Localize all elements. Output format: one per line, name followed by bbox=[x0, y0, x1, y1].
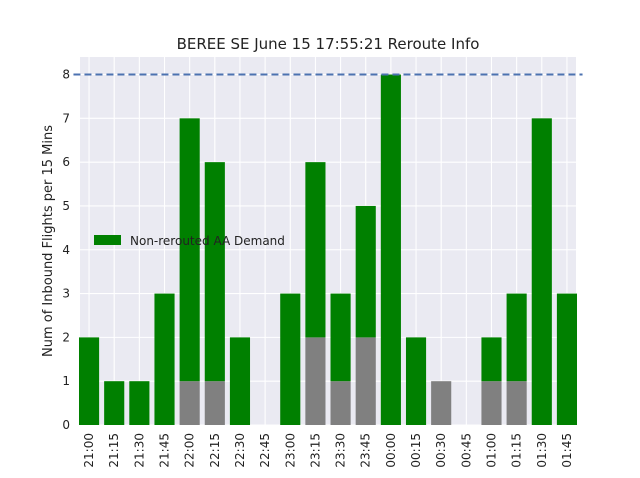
bar-green bbox=[305, 162, 326, 338]
y-tick-label: 5 bbox=[62, 199, 70, 213]
y-tick-label: 3 bbox=[62, 287, 70, 301]
legend: Non-rerouted AA Demand bbox=[94, 234, 285, 248]
bar-green bbox=[380, 74, 401, 426]
x-tick-label: 22:15 bbox=[208, 433, 222, 468]
bar-green bbox=[78, 337, 100, 425]
bar-gray bbox=[431, 381, 452, 425]
y-tick-label: 2 bbox=[62, 330, 70, 344]
bars bbox=[78, 74, 578, 426]
bar-green bbox=[506, 293, 527, 382]
y-axis-label: Num of Inbound Flights per 15 Mins bbox=[41, 125, 56, 357]
x-tick-label: 23:15 bbox=[308, 433, 322, 468]
bar-green bbox=[229, 337, 251, 425]
x-tick-label: 00:15 bbox=[409, 433, 423, 468]
x-tick-label: 21:15 bbox=[107, 433, 121, 468]
bar-gray bbox=[204, 381, 225, 425]
x-tick-label: 01:30 bbox=[535, 433, 549, 468]
bar-green bbox=[405, 337, 427, 425]
bar-gray bbox=[305, 337, 326, 425]
x-tick-label: 01:00 bbox=[484, 433, 498, 468]
y-tick-label: 4 bbox=[62, 243, 70, 257]
x-tick-label: 21:00 bbox=[82, 433, 96, 468]
x-tick-label: 00:00 bbox=[384, 433, 398, 468]
bar-green bbox=[556, 293, 578, 425]
y-ticks: 0 1 2 3 4 5 6 7 8 bbox=[62, 68, 70, 432]
bar-gray bbox=[506, 381, 527, 425]
x-tick-label: 23:45 bbox=[359, 433, 373, 468]
y-tick-label: 7 bbox=[62, 111, 70, 125]
bar-green bbox=[481, 337, 502, 382]
legend-swatch bbox=[94, 235, 121, 245]
x-tick-label: 22:30 bbox=[233, 433, 247, 468]
bar-green bbox=[129, 381, 150, 425]
y-tick-label: 1 bbox=[62, 374, 70, 388]
bar-green bbox=[531, 118, 552, 425]
x-tick-label: 01:45 bbox=[560, 433, 574, 468]
x-tick-label: 23:30 bbox=[334, 433, 348, 468]
bar-gray bbox=[330, 381, 351, 425]
bar-green bbox=[104, 381, 125, 425]
bar-green bbox=[204, 162, 225, 382]
y-tick-label: 8 bbox=[62, 68, 70, 82]
bar-green bbox=[154, 293, 175, 425]
y-tick-label: 6 bbox=[62, 155, 70, 169]
bar-green bbox=[280, 293, 301, 425]
x-tick-label: 00:45 bbox=[459, 433, 473, 468]
bar-green bbox=[330, 293, 351, 382]
x-tick-label: 01:15 bbox=[510, 433, 524, 468]
x-tick-label: 23:00 bbox=[283, 433, 297, 468]
x-tick-label: 21:45 bbox=[158, 433, 172, 468]
legend-label: Non-rerouted AA Demand bbox=[130, 234, 285, 248]
x-tick-label: 22:45 bbox=[258, 433, 272, 468]
x-tick-label: 00:30 bbox=[434, 433, 448, 468]
bar-green bbox=[179, 118, 200, 382]
bar-gray bbox=[179, 381, 200, 425]
bar-gray bbox=[355, 337, 376, 425]
y-tick-label: 0 bbox=[62, 418, 70, 432]
bar-green bbox=[355, 205, 376, 338]
chart-title: BEREE SE June 15 17:55:21 Reroute Info bbox=[177, 35, 480, 53]
bar-gray bbox=[481, 381, 502, 425]
x-tick-label: 22:00 bbox=[183, 433, 197, 468]
x-ticks: 21:00 21:15 21:30 21:45 22:00 22:15 22:30 22:45… bbox=[82, 433, 574, 468]
x-tick-label: 21:30 bbox=[132, 433, 146, 468]
